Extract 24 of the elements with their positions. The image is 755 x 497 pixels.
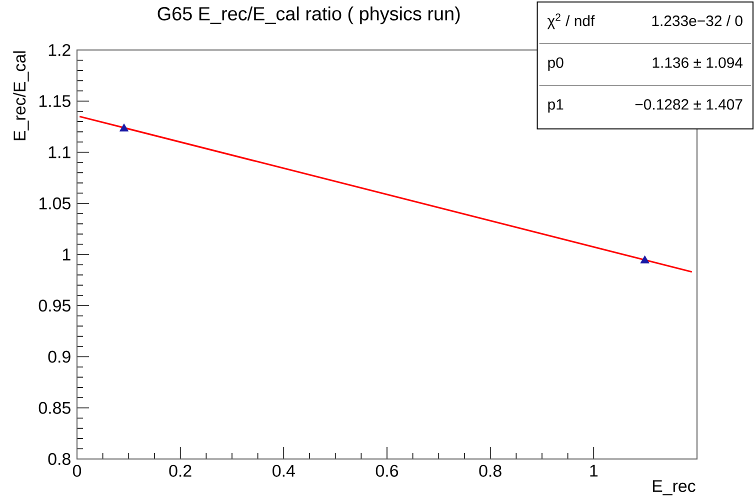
y-tick-label: 1.15 [39, 95, 70, 108]
y-tick-label: 0.85 [38, 402, 70, 414]
annotation: −0.1282 ± 1.407 [635, 99, 742, 110]
x-tick-label: 0.2 [169, 464, 192, 477]
text: χ$^{2}$ / ndf [547, 13, 595, 30]
annotation: p1 [548, 99, 564, 113]
chart-title: G65 E_rec/E_cal ratio ( physics run) [158, 6, 460, 24]
x-tick-label: 0.6 [376, 464, 398, 477]
annotation: 1.136 ± 1.094 [652, 57, 743, 68]
y-axis-title: E_rec/E_cal [13, 51, 29, 140]
y-tick-label: 0.8 [48, 453, 70, 465]
y-tick-label: 1 [63, 248, 70, 260]
x-axis-title: E_rec [652, 480, 696, 496]
x-tick-label: 0.4 [272, 464, 295, 477]
y-tick-label: 1.05 [39, 197, 70, 210]
text: 1.233e−32 / 0 [652, 15, 742, 26]
y-tick-label: 1.1 [48, 146, 70, 158]
x-tick-label: 1 [590, 464, 598, 476]
y-tick-label: 0.9 [48, 350, 70, 363]
annotation: p0 [548, 57, 564, 71]
x-tick-label: 0 [72, 464, 82, 477]
y-tick-label: 0.95 [38, 300, 70, 312]
x-tick-label: 0.8 [479, 464, 502, 477]
y-tick-label: 1.2 [48, 44, 70, 56]
